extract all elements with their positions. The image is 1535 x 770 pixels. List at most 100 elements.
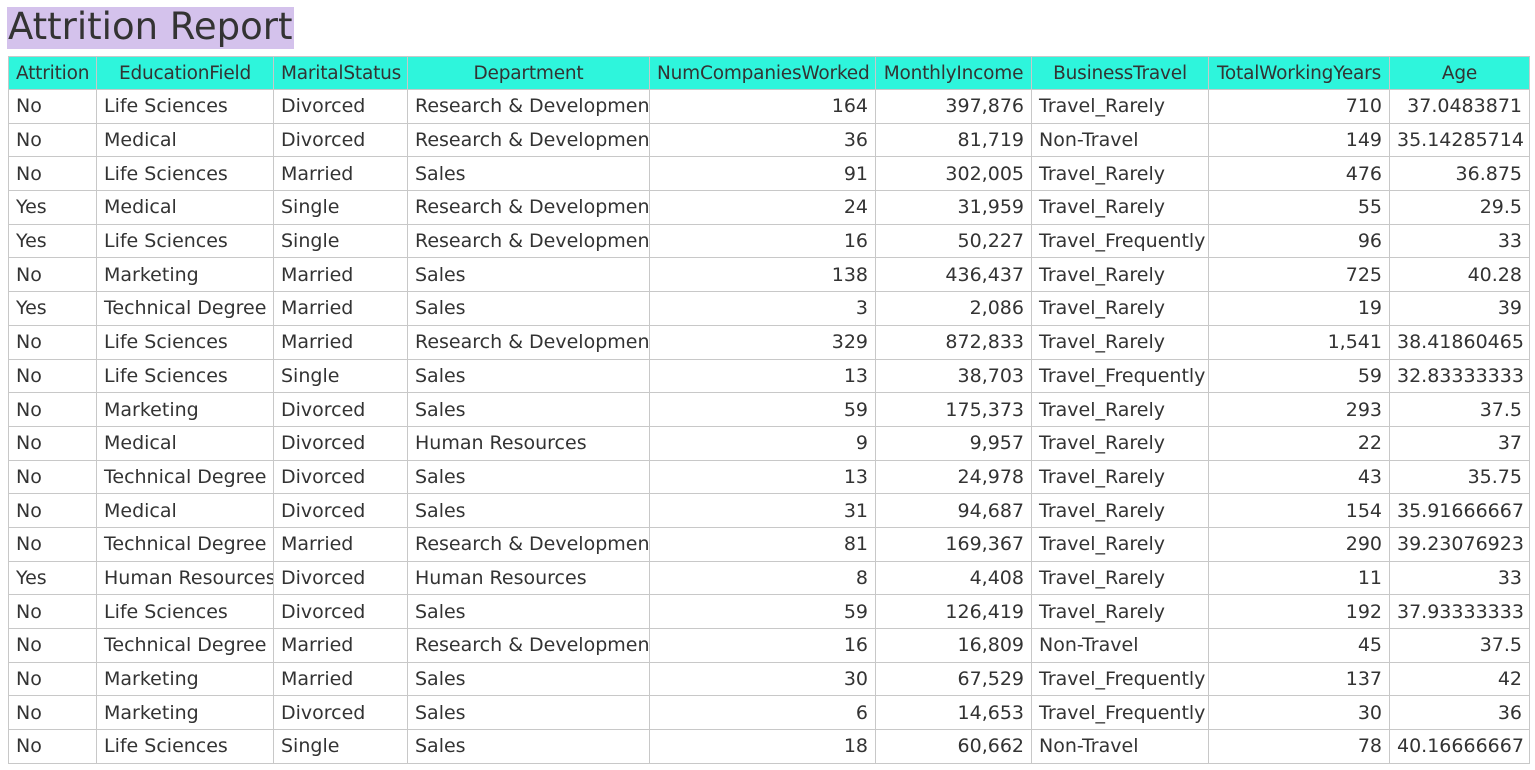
cell-total-working-years: 96 xyxy=(1208,223,1390,259)
cell-business-travel: Travel_Rarely xyxy=(1031,594,1209,629)
table-row: Yes Technical Degree Married Sales 3 2,086 Tra… xyxy=(8,291,1530,326)
cell-department: Human Resources xyxy=(407,560,650,596)
cell-education-field: Medical xyxy=(96,122,274,158)
cell-num-companies-worked: 18 xyxy=(649,729,876,764)
table-row: No Medical Divorced Research & Development 3… xyxy=(8,122,1530,158)
cell-age: 35.91666667 xyxy=(1389,493,1530,528)
cell-attrition: No xyxy=(8,358,97,394)
cell-monthly-income: 14,653 xyxy=(875,695,1032,731)
cell-marital-status: Single xyxy=(273,190,408,225)
cell-marital-status: Divorced xyxy=(273,392,408,427)
cell-business-travel: Travel_Rarely xyxy=(1031,89,1209,124)
cell-monthly-income: 126,419 xyxy=(875,594,1032,629)
table-row: No Life Sciences Single Sales 13 38,703 Travel… xyxy=(8,358,1530,394)
cell-business-travel: Travel_Frequently xyxy=(1031,661,1209,697)
table-row: No Life Sciences Single Sales 18 60,662 Non-Tr… xyxy=(8,729,1530,764)
table-row: No Medical Divorced Human Resources 9 9,957 Tr… xyxy=(8,425,1530,461)
cell-age: 37 xyxy=(1389,425,1530,461)
cell-education-field: Marketing xyxy=(96,257,274,293)
cell-education-field: Medical xyxy=(96,493,274,528)
cell-department: Research & Development xyxy=(407,89,650,124)
table-row: No Medical Divorced Sales 31 94,687 Travel_Rar… xyxy=(8,493,1530,528)
cell-marital-status: Single xyxy=(273,729,408,764)
cell-attrition: No xyxy=(8,257,97,293)
cell-monthly-income: 169,367 xyxy=(875,526,1032,562)
cell-attrition: No xyxy=(8,459,97,495)
cell-age: 36.875 xyxy=(1389,156,1530,192)
cell-total-working-years: 19 xyxy=(1208,291,1390,326)
cell-monthly-income: 94,687 xyxy=(875,493,1032,528)
cell-business-travel: Travel_Rarely xyxy=(1031,190,1209,225)
cell-age: 35.14285714 xyxy=(1389,122,1530,158)
cell-business-travel: Travel_Rarely xyxy=(1031,156,1209,192)
cell-monthly-income: 9,957 xyxy=(875,425,1032,461)
cell-monthly-income: 67,529 xyxy=(875,661,1032,697)
cell-total-working-years: 154 xyxy=(1208,493,1390,528)
cell-num-companies-worked: 6 xyxy=(649,695,876,731)
attrition-report-table: Attrition EducationField MaritalStatus Depa… xyxy=(8,56,1530,764)
table-row: No Life Sciences Divorced Sales 59 126,419 Tra… xyxy=(8,594,1530,629)
cell-business-travel: Travel_Rarely xyxy=(1031,526,1209,562)
cell-education-field: Technical Degree xyxy=(96,291,274,326)
cell-age: 37.5 xyxy=(1389,392,1530,427)
cell-attrition: No xyxy=(8,594,97,629)
cell-marital-status: Married xyxy=(273,628,408,663)
cell-monthly-income: 50,227 xyxy=(875,223,1032,259)
cell-attrition: No xyxy=(8,89,97,124)
cell-marital-status: Divorced xyxy=(273,459,408,495)
cell-total-working-years: 43 xyxy=(1208,459,1390,495)
cell-total-working-years: 137 xyxy=(1208,661,1390,697)
cell-attrition: No xyxy=(8,695,97,731)
cell-marital-status: Married xyxy=(273,661,408,697)
cell-age: 37.93333333 xyxy=(1389,594,1530,629)
cell-num-companies-worked: 329 xyxy=(649,324,876,360)
cell-education-field: Technical Degree xyxy=(96,628,274,663)
cell-monthly-income: 436,437 xyxy=(875,257,1032,293)
cell-business-travel: Travel_Rarely xyxy=(1031,257,1209,293)
column-header-business-travel: BusinessTravel xyxy=(1031,56,1209,90)
cell-education-field: Human Resources xyxy=(96,560,274,596)
table-row: No Marketing Married Sales 138 436,437 Travel_… xyxy=(8,257,1530,293)
cell-attrition: Yes xyxy=(8,223,97,259)
cell-marital-status: Divorced xyxy=(273,122,408,158)
cell-marital-status: Married xyxy=(273,526,408,562)
cell-business-travel: Travel_Rarely xyxy=(1031,459,1209,495)
cell-marital-status: Divorced xyxy=(273,493,408,528)
cell-age: 36 xyxy=(1389,695,1530,731)
page-title: Attrition Report xyxy=(7,5,295,49)
cell-total-working-years: 290 xyxy=(1208,526,1390,562)
cell-monthly-income: 4,408 xyxy=(875,560,1032,596)
cell-department: Sales xyxy=(407,594,650,629)
column-header-age: Age xyxy=(1389,56,1530,90)
cell-education-field: Marketing xyxy=(96,661,274,697)
cell-num-companies-worked: 164 xyxy=(649,89,876,124)
table-row: No Life Sciences Married Research & Develop… xyxy=(8,324,1530,360)
cell-num-companies-worked: 13 xyxy=(649,358,876,394)
cell-attrition: No xyxy=(8,661,97,697)
table-row: No Technical Degree Married Research & Deve… xyxy=(8,628,1530,663)
column-header-total-working-years: TotalWorkingYears xyxy=(1208,56,1390,90)
cell-total-working-years: 476 xyxy=(1208,156,1390,192)
table-row: No Life Sciences Divorced Research & Develo… xyxy=(8,89,1530,124)
cell-business-travel: Travel_Rarely xyxy=(1031,425,1209,461)
cell-business-travel: Non-Travel xyxy=(1031,729,1209,764)
column-header-department: Department xyxy=(407,56,650,90)
cell-num-companies-worked: 13 xyxy=(649,459,876,495)
cell-monthly-income: 872,833 xyxy=(875,324,1032,360)
cell-age: 40.28 xyxy=(1389,257,1530,293)
cell-department: Sales xyxy=(407,392,650,427)
cell-department: Sales xyxy=(407,493,650,528)
cell-attrition: No xyxy=(8,324,97,360)
cell-education-field: Marketing xyxy=(96,392,274,427)
cell-age: 29.5 xyxy=(1389,190,1530,225)
cell-attrition: Yes xyxy=(8,190,97,225)
cell-department: Research & Development xyxy=(407,628,650,663)
column-header-marital-status: MaritalStatus xyxy=(273,56,408,90)
cell-num-companies-worked: 36 xyxy=(649,122,876,158)
cell-marital-status: Divorced xyxy=(273,695,408,731)
cell-business-travel: Travel_Rarely xyxy=(1031,392,1209,427)
cell-age: 33 xyxy=(1389,560,1530,596)
cell-education-field: Life Sciences xyxy=(96,729,274,764)
cell-department: Sales xyxy=(407,358,650,394)
cell-num-companies-worked: 81 xyxy=(649,526,876,562)
